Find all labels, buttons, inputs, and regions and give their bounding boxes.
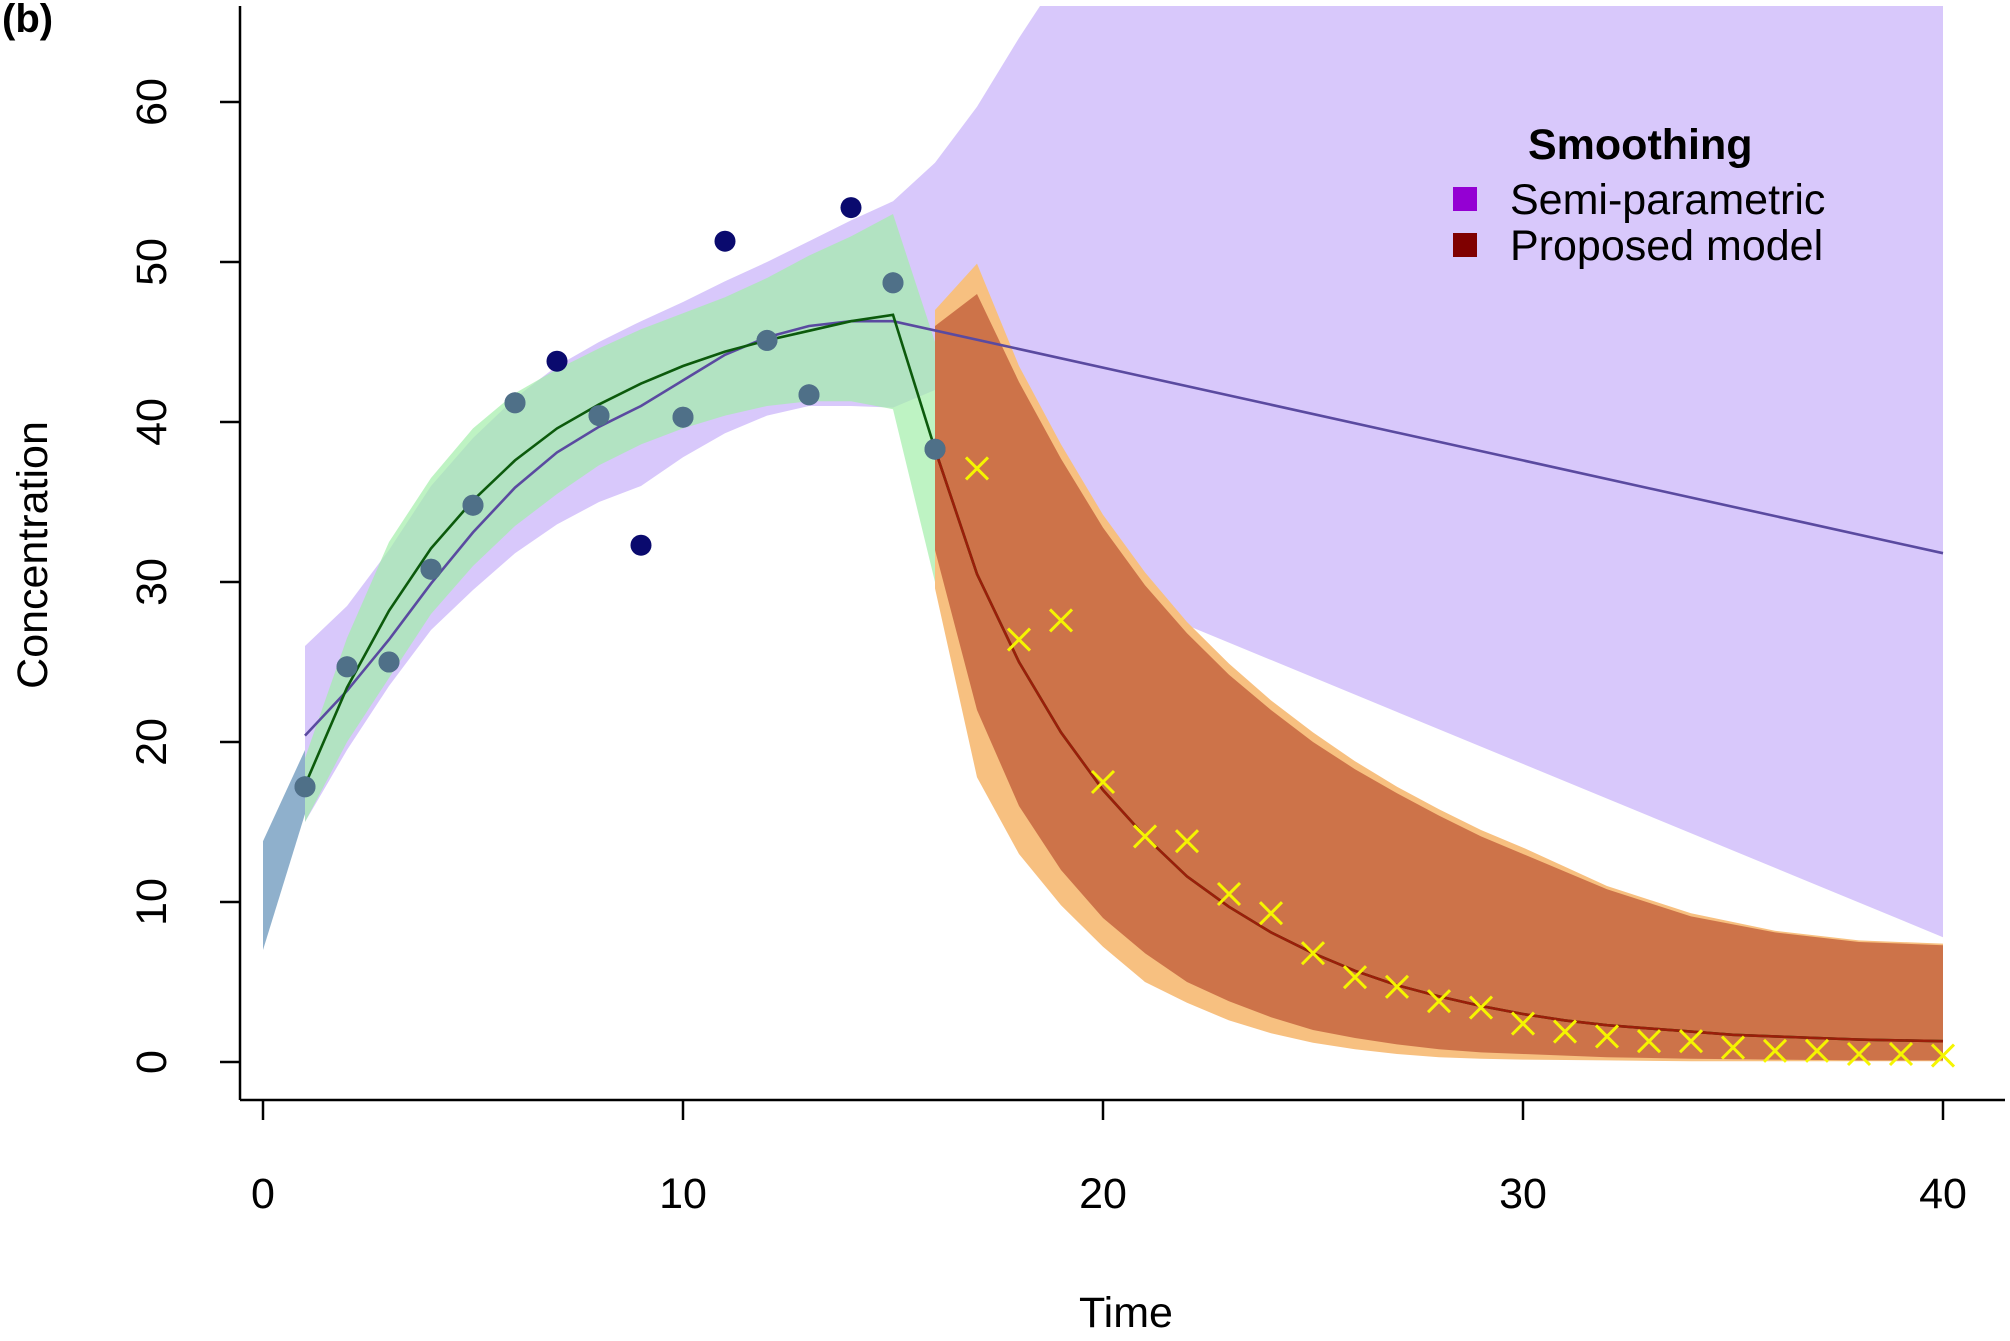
y-tick-label: 40	[128, 398, 176, 446]
axes: 0 10 20 30 40 0 10 20 30 40 50 60	[128, 6, 2005, 1218]
observed-point	[672, 406, 694, 428]
legend-label-semi-parametric: Semi-parametric	[1510, 176, 1825, 224]
observed-point	[840, 197, 862, 219]
forecast-point	[1216, 881, 1242, 907]
observed-point	[336, 656, 358, 678]
panel-label: (b)	[2, 0, 53, 41]
proposed-model-band	[935, 294, 1943, 1061]
observed-point-band-overlay	[672, 406, 694, 428]
forecast-point	[1594, 1024, 1620, 1049]
data-points	[294, 197, 1956, 1068]
observed-point	[630, 534, 652, 556]
forecast-point	[1804, 1038, 1830, 1063]
observed-point-band-overlay	[924, 438, 946, 460]
y-tick-label: 0	[128, 1050, 176, 1074]
forecast-point	[1510, 1011, 1536, 1036]
fitted-lines	[303, 313, 1944, 1043]
forecast-point	[1720, 1035, 1746, 1060]
semi-parametric-band	[305, 6, 1943, 938]
observed-point-band-overlay	[420, 558, 442, 580]
forecast-point	[1846, 1041, 1872, 1067]
observed-point-band-overlay	[504, 392, 526, 414]
x-tick-label: 30	[1499, 1170, 1547, 1218]
forecast-point	[1300, 941, 1326, 966]
initial-band	[263, 750, 305, 950]
legend-swatch-proposed-model	[1453, 233, 1477, 257]
forecast-point	[1930, 1043, 1956, 1068]
forecast-point	[1090, 769, 1116, 795]
observed-point	[462, 494, 484, 516]
observed-point-band-overlay	[588, 405, 610, 427]
observed-point-band-overlay	[294, 776, 316, 798]
x-tick-label: 40	[1919, 1170, 1967, 1218]
observed-point	[714, 230, 736, 252]
forecast-point	[964, 456, 990, 481]
observed-point	[294, 776, 316, 798]
confidence-bands	[263, 6, 1943, 1062]
forecast-point	[1888, 1041, 1914, 1067]
forecast-point	[1468, 995, 1494, 1020]
observed-point-band-overlay	[462, 494, 484, 516]
x-tick-label: 0	[251, 1170, 275, 1218]
observed-point-band-overlay	[378, 651, 400, 673]
observed-point-band-overlay	[756, 329, 778, 351]
y-axis-title: Concentration	[9, 421, 57, 689]
observed-point	[756, 329, 778, 351]
legend: Smoothing Semi-parametric Proposed model	[1453, 121, 1825, 270]
forecast-point	[1258, 901, 1284, 926]
forecast-point	[1552, 1019, 1578, 1044]
observed-point	[378, 651, 400, 673]
forecast-point	[1342, 965, 1368, 990]
observed-point	[420, 558, 442, 580]
x-axis-title: Time	[1079, 1289, 1173, 1337]
semi-parametric-line	[304, 319, 1944, 737]
observed-point	[588, 405, 610, 427]
y-tick-label: 30	[128, 558, 176, 606]
forecast-point	[1048, 608, 1074, 633]
legend-label-proposed-model: Proposed model	[1510, 222, 1823, 270]
legend-title: Smoothing	[1528, 121, 1753, 169]
observed-point-band-overlay	[882, 272, 904, 294]
forecast-point	[1174, 829, 1200, 854]
observed-point	[504, 392, 526, 414]
y-tick-label: 10	[128, 878, 176, 926]
forecast-point	[1426, 989, 1452, 1014]
observed-point	[798, 384, 820, 406]
observed-point	[882, 272, 904, 294]
fit-band	[305, 214, 935, 822]
forecast-point	[1678, 1029, 1704, 1054]
forecast-point	[1636, 1029, 1662, 1054]
forecast-point	[1384, 974, 1410, 999]
x-tick-label: 10	[659, 1170, 707, 1218]
observed-point	[924, 438, 946, 460]
forecast-point	[1762, 1038, 1788, 1063]
y-tick-label: 20	[128, 718, 176, 766]
observed-point	[546, 350, 568, 372]
legend-swatch-semi-parametric	[1453, 187, 1477, 211]
forecast-point	[1132, 824, 1158, 849]
forecast-point	[1006, 627, 1032, 652]
proposed-forecast-line	[933, 448, 1944, 1043]
observed-point-band-overlay	[336, 656, 358, 678]
observed-point-band-overlay	[798, 384, 820, 406]
y-tick-label: 60	[128, 78, 176, 126]
x-tick-label: 20	[1079, 1170, 1127, 1218]
y-tick-label: 50	[128, 238, 176, 286]
